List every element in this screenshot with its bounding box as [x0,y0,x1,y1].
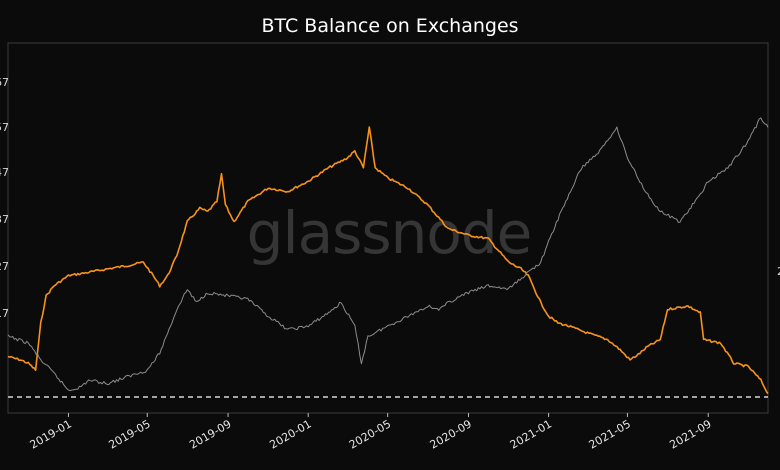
left-y-tick-label: 57 [0,121,9,134]
series-line-1 [7,126,769,395]
left-y-tick-label: 27 [0,260,9,273]
series-line-2 [7,117,769,392]
left-y-tick-label: 67 [0,76,9,89]
left-y-tick-label: 47 [0,166,9,179]
right-y-tick-label: 29 [777,265,780,278]
chart-title: BTC Balance on Exchanges [261,15,518,37]
left-y-tick-label: 37 [0,213,9,226]
series-lines [7,117,769,395]
watermark-logo: glassnode [247,199,532,267]
edge-tick-labels: 67 57 47 37 27 17 29 [0,76,780,320]
left-y-tick-label: 17 [0,307,9,320]
